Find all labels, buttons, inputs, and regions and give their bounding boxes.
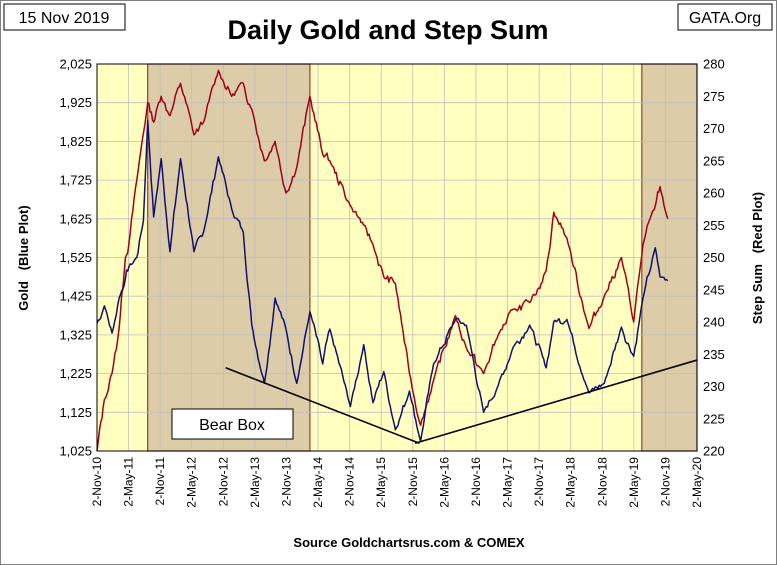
trendline xyxy=(225,367,420,445)
x-tick-label: 2-May-16 xyxy=(437,457,451,508)
bear-box-label-box xyxy=(171,408,294,440)
y-left-tick-label: 1,325 xyxy=(59,327,92,342)
y-right-tick-label: 235 xyxy=(703,347,725,362)
y-left-tick-labels: 1,025 1,125 1,225 1,325 1,425 1,525 1,625 1,725… xyxy=(59,57,92,459)
x-tick-label: 2-Nov-11 xyxy=(153,457,167,506)
y-left-tick-label: 1,825 xyxy=(59,134,92,149)
y-right-tick-label: 275 xyxy=(703,89,725,104)
x-tick-label: 2-Nov-15 xyxy=(406,457,420,507)
x-tick-label: 2-May-15 xyxy=(374,457,388,508)
publisher-label: GATA.Org xyxy=(689,10,761,27)
y-right-tick-label: 225 xyxy=(703,411,725,426)
series-group xyxy=(96,69,669,452)
x-tick-label: 2-May-20 xyxy=(690,457,704,508)
y-left-axis-title: Gold (Blue Plot) xyxy=(16,205,31,310)
x-tick-label: 2-May-13 xyxy=(248,457,262,508)
x-tick-label: 2-Nov-19 xyxy=(658,457,672,507)
y-left-tick-label: 1,525 xyxy=(59,250,92,265)
x-tick-label: 2-May-18 xyxy=(564,457,578,508)
x-tick-label: 2-May-14 xyxy=(311,457,325,508)
x-tick-label: 2-May-17 xyxy=(501,457,515,508)
x-tick-label: 2-Nov-12 xyxy=(216,457,230,507)
x-tick-label: 2-May-12 xyxy=(185,457,199,508)
trendline xyxy=(414,359,698,445)
date-stamp-box xyxy=(3,3,126,31)
y-left-tick-label: 1,925 xyxy=(59,95,92,110)
y-right-tick-label: 260 xyxy=(703,186,725,201)
bear-box-label: Bear Box xyxy=(199,417,265,434)
y-left-tick-label: 1,425 xyxy=(59,289,92,304)
y-left-tick-label: 1,025 xyxy=(59,444,92,459)
y-right-tick-label: 230 xyxy=(703,379,725,394)
x-tick-label: 2-Nov-17 xyxy=(532,457,546,507)
gold-series-line xyxy=(96,119,669,443)
y-right-tick-label: 265 xyxy=(703,153,725,168)
chart-title: Daily Gold and Step Sum xyxy=(227,15,548,45)
x-tick-label: 2-May-19 xyxy=(627,457,641,508)
date-stamp: 15 Nov 2019 xyxy=(19,10,110,27)
x-tick-label: 2-Nov-13 xyxy=(279,457,293,507)
x-tick-label: 2-May-11 xyxy=(122,457,136,507)
y-right-tick-label: 270 xyxy=(703,121,725,136)
y-right-tick-label: 245 xyxy=(703,282,725,297)
plot-border xyxy=(96,63,698,452)
x-tick-label: 2-Nov-16 xyxy=(469,457,483,507)
y-right-tick-label: 240 xyxy=(703,315,725,330)
source-label: Source Goldchartsrus.com & COMEX xyxy=(293,535,524,550)
x-tick-label: 2-Nov-18 xyxy=(595,457,609,507)
y-right-tick-label: 250 xyxy=(703,250,725,265)
step-sum-series-line xyxy=(96,69,669,452)
y-left-tick-label: 1,125 xyxy=(59,405,92,420)
y-right-axis-title: Step Sum (Red Plot) xyxy=(750,192,765,324)
trendlines xyxy=(225,359,698,445)
y-right-tick-label: 220 xyxy=(703,444,725,459)
x-tick-labels: 2-Nov-10 2-May-11 2-Nov-11 2-May-12 2-Nov-12… xyxy=(90,457,704,508)
y-right-tick-label: 255 xyxy=(703,218,725,233)
y-right-tick-labels: 220 225 230 235 240 245 250 255 260 265 270 275 280 xyxy=(703,57,725,459)
y-left-tick-label: 1,725 xyxy=(59,173,92,188)
y-left-tick-label: 1,625 xyxy=(59,211,92,226)
x-tick-label: 2-Nov-14 xyxy=(343,457,357,507)
x-tick-label: 2-Nov-10 xyxy=(90,457,104,507)
publisher-box xyxy=(677,3,773,31)
y-left-tick-label: 2,025 xyxy=(59,57,92,72)
y-right-tick-label: 280 xyxy=(703,57,725,72)
y-left-tick-label: 1,225 xyxy=(59,366,92,381)
